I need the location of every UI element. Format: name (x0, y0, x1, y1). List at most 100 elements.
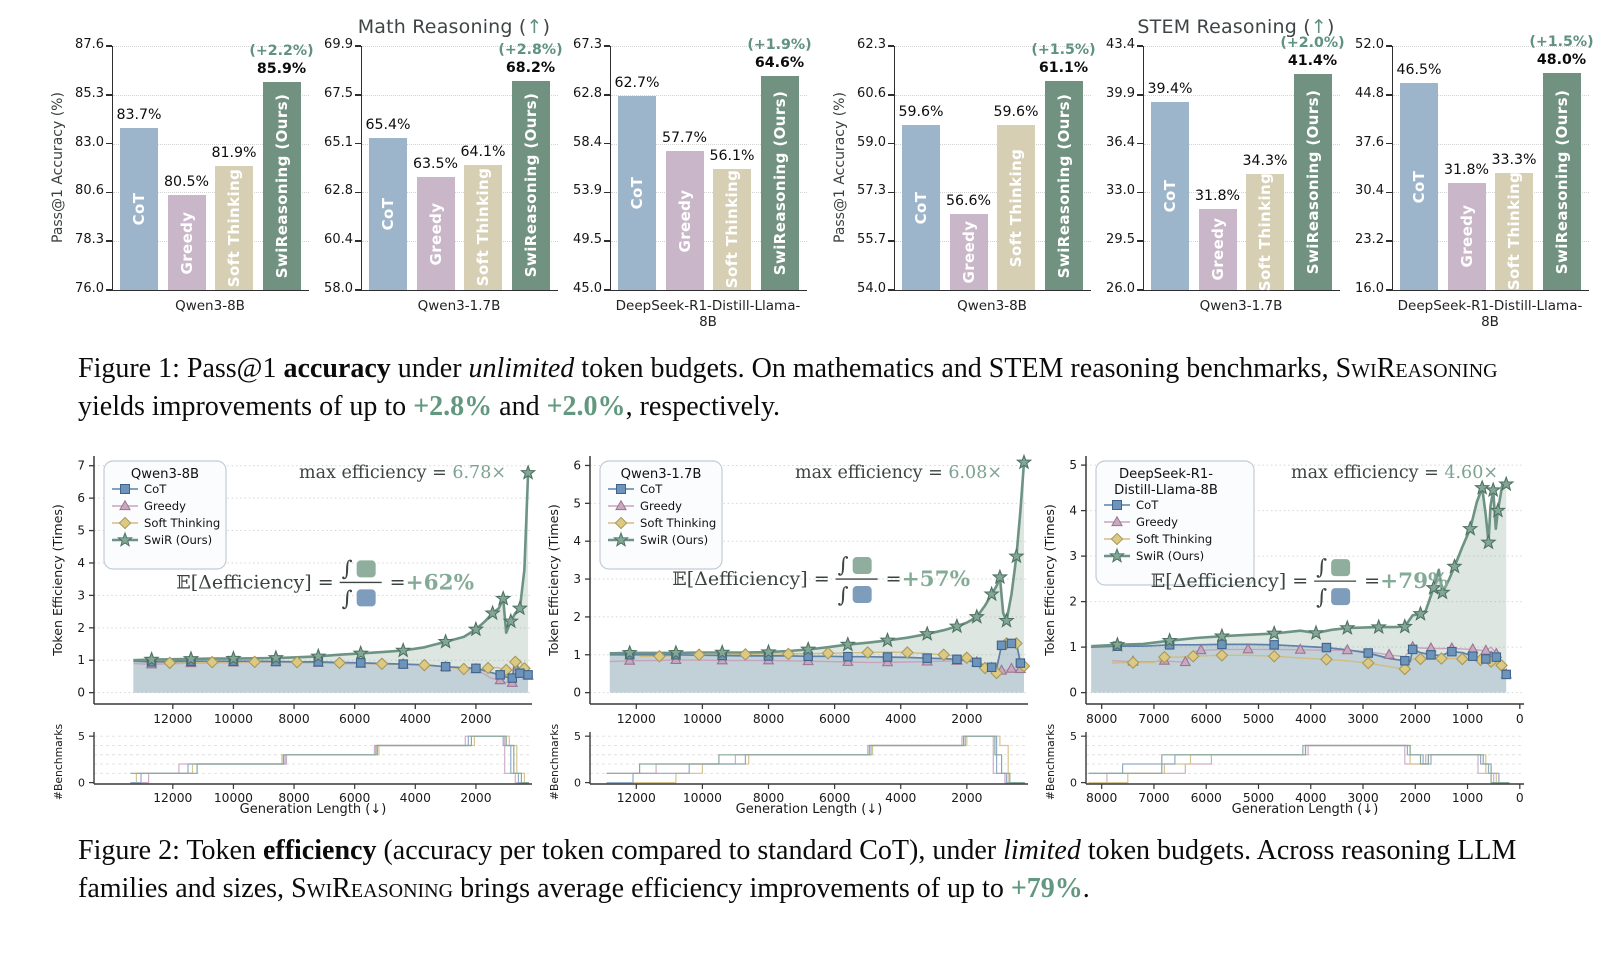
cot-marker (495, 670, 505, 680)
y-tick-label: 26.0 (1106, 281, 1135, 296)
pass1-accuracy-ylabel: Pass@1 Accuracy (%) (832, 92, 848, 244)
formula-equals: = (1364, 570, 1380, 592)
Soft Thinking-legend-marker-icon (1110, 532, 1124, 546)
gridline (1144, 46, 1340, 47)
bar-inner-label: SwiReasoning (Ours) (770, 90, 789, 275)
x-tick-label: 4000 (885, 712, 916, 726)
gridline (1144, 192, 1340, 194)
legend-entry-label: Soft Thinking (144, 516, 220, 530)
soft-marker (205, 655, 219, 669)
y-tick-mark (888, 45, 894, 47)
y-tick-mark (106, 45, 112, 47)
y-tick-label: 0 (1069, 686, 1077, 700)
bar-chart-Qwen3-8B: 87.6 85.3 83.0 80.6 78.3 76.0 CoT 83.7% Greedy 80… (68, 37, 314, 330)
generation-length-xlabel: Generation Length (↓) (1232, 802, 1379, 816)
bar-swireasoning-ours-: SwiReasoning (Ours) (1542, 73, 1581, 290)
bench-cot-steps (1088, 745, 1510, 784)
benchmarks-ylabel: #Benchmarks (1044, 724, 1057, 801)
swir-marker (519, 464, 537, 480)
bench-x-tick-label: 6000 (1191, 791, 1222, 805)
formula-equals: = (390, 572, 406, 594)
cot-marker (986, 662, 997, 673)
y-tick-label: 80.6 (75, 183, 104, 199)
legend-box (103, 460, 227, 570)
x-tick-label: 1000 (1452, 712, 1483, 726)
bench-x-tick-label: 6000 (339, 791, 370, 805)
benchmarks-ylabel: #Benchmarks (548, 724, 561, 801)
x-tick-label: 8000 (278, 712, 309, 726)
swir-marker (1434, 584, 1451, 600)
soft-marker (1320, 653, 1333, 666)
bench-swir-steps (130, 735, 529, 784)
y-tick-label: 5 (573, 496, 581, 510)
legend-title: Qwen3-1.7B (621, 467, 702, 482)
bar-inner-label: SwiReasoning (Ours) (1303, 89, 1322, 275)
bar-plot: 43.4 39.9 36.4 33.0 29.5 26.0 CoT 39.4% Greedy 31… (1106, 35, 1345, 296)
legend-entry-label: SwiR (Ours) (640, 533, 708, 547)
y-tick-label: 23.2 (1355, 232, 1384, 248)
soft-marker (1215, 649, 1229, 662)
y-tick-label: 1 (1069, 640, 1077, 654)
bar-inner-label: CoT (1161, 179, 1179, 213)
blue-area-swatch (1331, 588, 1351, 606)
bar-inner-label: Greedy (1208, 217, 1227, 281)
y-tick-label: 58.4 (573, 134, 602, 150)
y-tick-label: 55.7 (857, 232, 886, 248)
bar-delta-label: (+1.5%) (1031, 42, 1096, 59)
generation-length-xlabel: Generation Length (↓) (240, 802, 387, 816)
soft-marker (163, 656, 177, 670)
cot-marker (1447, 647, 1457, 657)
Greedy-legend-marker-icon (119, 499, 131, 511)
swir-marker (1396, 618, 1414, 634)
bar-inner-label: SwiReasoning (Ours) (521, 93, 540, 278)
y-tick-label: 37.6 (1355, 134, 1384, 150)
caption-segment: (accuracy per token compared to standard… (376, 835, 1004, 867)
formula-lhs: 𝔼[Δefficiency] = (176, 572, 333, 594)
bench-y-tick-label: 0 (78, 777, 85, 790)
bar-value-label: 39.4% (1147, 81, 1193, 98)
bar-value-label: 81.9% (211, 144, 257, 161)
generation-length-xlabel: Generation Length (↓) (736, 802, 883, 816)
soft-marker (333, 656, 346, 670)
bench-y-tick-label: 5 (574, 730, 581, 743)
swir-marker (182, 650, 200, 667)
series-swir-line (133, 473, 530, 662)
formula-lhs: 𝔼[Δefficiency] = (672, 568, 829, 590)
x-category-label: Qwen3-1.7B (417, 298, 501, 314)
caption-segment: efficiency (262, 835, 377, 867)
Greedy-legend-marker-icon (1111, 515, 1123, 527)
soft-marker (900, 646, 914, 660)
y-tick-label: 36.4 (1106, 134, 1135, 150)
swir-marker (983, 585, 1000, 602)
bench-x-tick-label: 4000 (1295, 791, 1326, 805)
x-tick-label: 2000 (951, 712, 982, 726)
x-tick-label: 0 (1516, 712, 1524, 726)
y-tick-label: 83.0 (75, 134, 104, 150)
cot-marker (523, 670, 533, 680)
bar-greedy: Greedy (1198, 208, 1237, 290)
bench-x-tick-label: 12000 (153, 791, 192, 805)
soft-marker (1361, 656, 1375, 670)
SwiR (Ours)-legend-marker-icon (1108, 547, 1126, 564)
bench-x-tick-label: 2000 (460, 791, 491, 805)
legend-box (1095, 460, 1255, 586)
legend-title: Distill-Llama-8B (1114, 483, 1218, 498)
x-tick-label: 4000 (1295, 712, 1326, 726)
caption-segment: limited (1003, 835, 1081, 867)
bar-swireasoning-ours-: SwiReasoning (Ours) (262, 81, 301, 290)
soft-marker (248, 655, 262, 669)
bar-cot: CoT (120, 128, 158, 290)
y-tick-mark (1386, 142, 1392, 145)
bench-y-tick-label: 0 (574, 777, 581, 790)
greedy-marker (1242, 643, 1254, 654)
y-tick-mark (355, 142, 361, 145)
y-tick-label: 6 (573, 459, 581, 473)
bar-value-label: 59.6% (993, 104, 1039, 121)
x-tick-label: 4000 (400, 712, 431, 726)
bar-chart-Qwen3-1.7B: 69.9 67.5 65.1 62.8 60.4 58.0 CoT 65.4% Greedy 63… (317, 37, 563, 330)
x-category-label: DeepSeek-R1-Distill-Llama-8B (1397, 298, 1583, 330)
swir-marker (484, 604, 501, 621)
gridline (611, 46, 807, 47)
swir-marker (1265, 625, 1283, 641)
swir-marker (1412, 605, 1429, 622)
